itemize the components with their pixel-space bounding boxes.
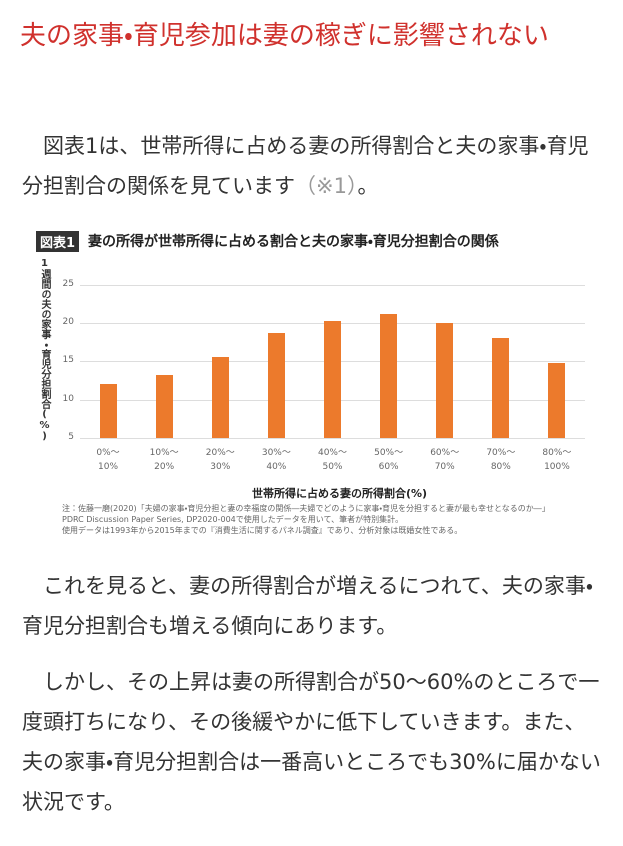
grid-line <box>80 438 585 439</box>
x-tick-label: 0%～ 10% <box>96 448 120 472</box>
grid-line <box>80 284 585 286</box>
y-tick-label: 10 <box>62 393 74 404</box>
chart-badge: 図表1 <box>36 231 80 252</box>
text: 。 <box>357 174 379 198</box>
x-tick-label: 10%～ 20% <box>149 448 179 472</box>
x-tick-label: 70%～ 80% <box>486 448 516 472</box>
y-tick-label: 25 <box>62 278 74 289</box>
x-tick-label: 40%～ 50% <box>317 448 347 472</box>
y-tick-label: 20 <box>62 317 74 327</box>
bar <box>155 375 173 438</box>
x-tick-label: 30%～ 40% <box>261 448 291 472</box>
chart-note: 使用データは1993年から2015年までの『消費生活に関するパネル調査』であり、… <box>62 526 463 535</box>
chart-title: 妻の所得が世帯所得に占める割合と夫の家事・育児分担割合の関係 <box>88 234 499 250</box>
paragraph: 図表1は、世帯所得に占める妻の所得割合と夫の家事・育児分担割合の関係を見ています… <box>22 126 602 206</box>
chart-note: 注：佐藤一磨(2020)「夫婦の家事・育児分担と妻の幸福度の関係―夫婦でどのよう… <box>62 504 550 513</box>
x-tick-label: 80%～ 100% <box>542 448 572 472</box>
bar <box>324 320 341 438</box>
bar <box>436 323 454 438</box>
paragraph: しかし、その上昇は妻の所得割合が50～60%のところで一度頭打ちになり、その後緩… <box>22 670 601 814</box>
bar <box>267 332 285 438</box>
bar <box>492 338 510 438</box>
y-axis-label: 1週間の夫の家事・育児分担割合(%) <box>39 258 50 442</box>
bar <box>548 362 566 438</box>
note-ref: （※1） <box>295 174 358 198</box>
text: 図表1は、世帯所得に占める妻の所得割合と夫の家事・育児分担割合の関係を見ています <box>22 134 589 198</box>
bar <box>211 356 229 438</box>
heading: 夫の家事・育児参加は妻の稼ぎに影響されない <box>20 21 549 51</box>
y-tick-label: 15 <box>62 355 74 366</box>
x-tick-label: 60%～ 70% <box>430 448 460 472</box>
y-tick-label: 5 <box>68 432 74 442</box>
chart-note: PDRC Discussion Paper Series, DP2020-004… <box>62 515 404 524</box>
x-axis-label: 世帯所得に占める妻の所得割合(%) <box>252 487 428 500</box>
x-tick-label: 50%～ 60% <box>374 448 404 472</box>
bar <box>99 383 117 438</box>
paragraph: これを見ると、妻の所得割合が増えるにつれて、夫の家事・育児分担割合も増える傾向に… <box>22 574 593 638</box>
bar <box>380 313 398 438</box>
x-tick-label: 20%～ 30% <box>205 448 235 472</box>
